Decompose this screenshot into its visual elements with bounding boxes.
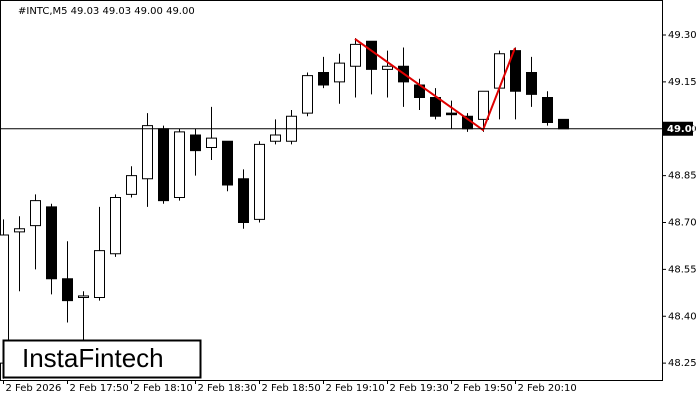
candle-body [222, 140, 233, 186]
candle-body [254, 143, 265, 220]
candle-body [366, 40, 377, 70]
current-price-box [663, 121, 693, 136]
candle-body [62, 278, 73, 302]
candle-body [382, 65, 393, 70]
candle-body [302, 75, 313, 114]
current-price-label: 49.00 [667, 124, 699, 135]
y-tick-label: 48.85 [668, 171, 697, 182]
candle-body [158, 128, 169, 202]
candle-body [110, 197, 121, 255]
candle-body [270, 134, 281, 142]
x-tick-label: 2 Feb 19:50 [454, 383, 513, 394]
y-tick-label: 49.15 [668, 77, 697, 88]
y-tick-label: 48.40 [668, 311, 697, 322]
candle-body [206, 137, 217, 148]
candle-body [350, 43, 361, 67]
candle-body [478, 90, 489, 120]
y-tick-label: 48.25 [668, 358, 697, 369]
x-tick-label: 2 Feb 18:50 [262, 383, 321, 394]
candle-body [238, 178, 249, 223]
chart-title: #INTC,M5 49.03 49.03 49.00 49.00 [18, 6, 195, 17]
candle-body [142, 125, 153, 180]
candle-body [126, 175, 137, 195]
x-tick-label: 2 Feb 18:30 [198, 383, 257, 394]
y-tick-label: 49.30 [668, 30, 697, 41]
pattern-line [354, 38, 516, 132]
candle-body [190, 134, 201, 152]
x-tick-label: 2 Feb 17:50 [70, 383, 129, 394]
candle-body [510, 50, 521, 92]
x-tick-label: 2 Feb 19:30 [390, 383, 449, 394]
candle-body [334, 62, 345, 83]
candle-body [78, 295, 89, 298]
candle-body [46, 206, 57, 280]
candle-body [494, 53, 505, 89]
plot-frame [0, 0, 663, 381]
brand-logo: InstaFintech [22, 343, 164, 373]
candle-body [94, 250, 105, 298]
x-tick-label: 2 Feb 2026 [6, 383, 62, 394]
x-tick-label: 2 Feb 20:10 [518, 383, 577, 394]
candle-body [446, 112, 457, 116]
y-tick-label: 48.55 [668, 264, 697, 275]
candle-body [14, 228, 25, 233]
y-tick-label: 48.70 [668, 218, 697, 229]
candle-body [526, 72, 537, 95]
logo-box [2, 339, 202, 379]
candle-body [30, 200, 41, 227]
candle-body [558, 118, 569, 130]
x-tick-label: 2 Feb 18:10 [134, 383, 193, 394]
candle-body [430, 97, 441, 117]
plot-area [0, 38, 569, 379]
candle-body [318, 72, 329, 86]
x-tick-label: 2 Feb 19:10 [326, 383, 385, 394]
candle-body [174, 131, 185, 198]
candle-body [542, 97, 553, 123]
